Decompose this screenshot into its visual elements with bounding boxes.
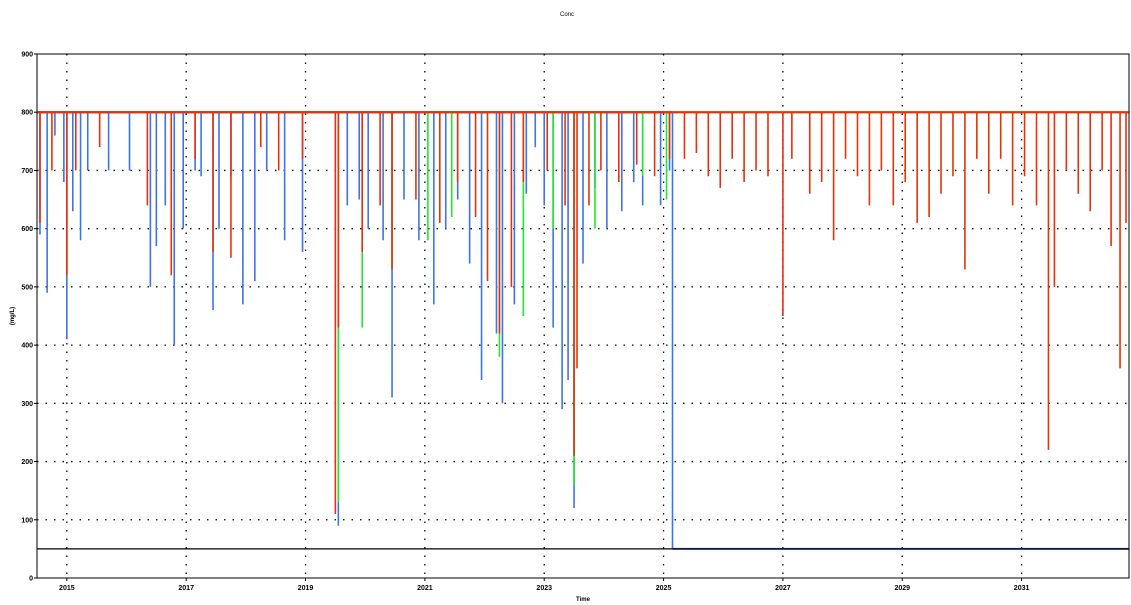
y-tick-label: 400 xyxy=(21,343,33,350)
y-tick-label: 700 xyxy=(21,168,33,175)
y-tick-label: 800 xyxy=(21,110,33,117)
y-tick-label: 500 xyxy=(21,284,33,291)
chart-title: Conc xyxy=(560,12,574,18)
y-tick-label: 200 xyxy=(21,459,33,466)
y-tick-label: 0 xyxy=(29,576,33,583)
x-tick-label: 2023 xyxy=(536,585,552,592)
y-tick-label: 300 xyxy=(21,401,33,408)
x-tick-label: 2029 xyxy=(894,585,910,592)
x-tick-label: 2031 xyxy=(1014,585,1030,592)
x-axis-label: Time xyxy=(576,597,591,603)
x-tick-label: 2019 xyxy=(298,585,314,592)
x-tick-label: 2021 xyxy=(417,585,433,592)
y-axis-label: (mg/L) xyxy=(10,307,16,325)
y-tick-label: 900 xyxy=(21,52,33,59)
y-tick-label: 600 xyxy=(21,226,33,233)
y-tick-label: 100 xyxy=(21,517,33,524)
red-series xyxy=(37,111,1129,514)
series-lines xyxy=(37,111,1129,550)
x-axis: 2015 2017 2019 2021 2023 2025 2027 2029 2031 xyxy=(59,578,1029,592)
x-tick-label: 2027 xyxy=(775,585,791,592)
y-axis: 0 100 200 300 400 500 600 700 800 900 xyxy=(21,52,37,583)
x-tick-label: 2025 xyxy=(656,585,672,592)
x-tick-label: 2015 xyxy=(59,585,75,592)
plot-frame xyxy=(36,53,1130,579)
x-tick-label: 2017 xyxy=(178,585,194,592)
